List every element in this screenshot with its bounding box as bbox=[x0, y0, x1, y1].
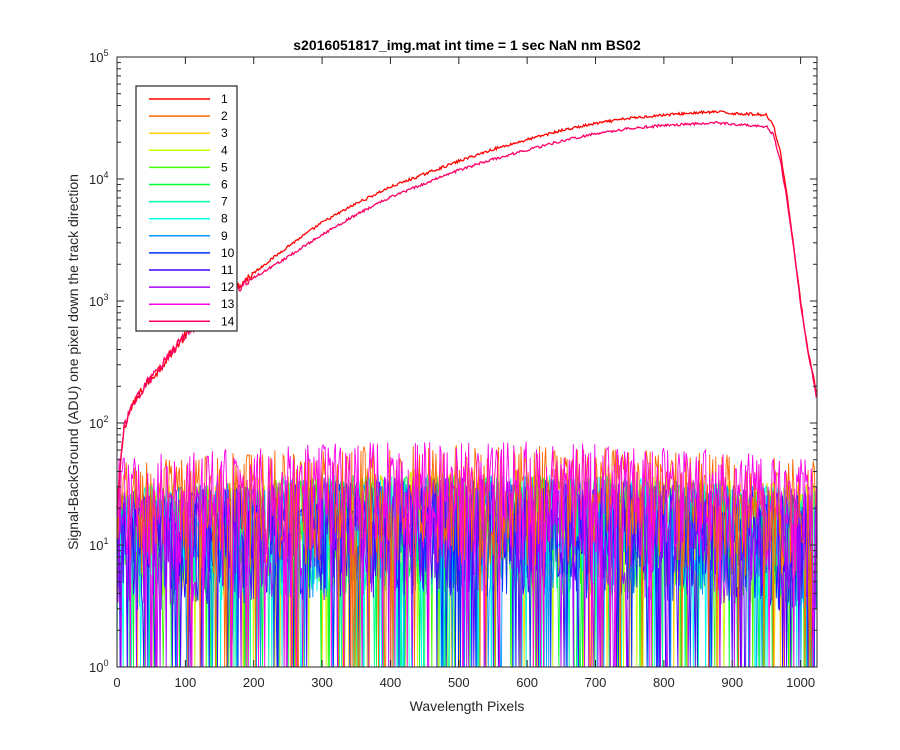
y-tick-exponent: 4 bbox=[103, 170, 108, 180]
x-tick-label: 1000 bbox=[786, 675, 815, 690]
x-axis-title: Wavelength Pixels bbox=[410, 698, 525, 714]
legend-label: 4 bbox=[221, 143, 228, 157]
y-tick-label: 102 bbox=[89, 414, 108, 431]
legend-label: 2 bbox=[221, 109, 228, 123]
x-tick-label: 700 bbox=[585, 675, 607, 690]
legend-label: 3 bbox=[221, 126, 228, 140]
legend-label: 8 bbox=[221, 212, 228, 226]
x-tick-label: 800 bbox=[653, 675, 675, 690]
y-tick-exponent: 1 bbox=[103, 536, 108, 546]
x-tick-label: 600 bbox=[516, 675, 538, 690]
y-tick-base: 10 bbox=[89, 50, 103, 65]
y-tick-base: 10 bbox=[89, 660, 103, 675]
y-tick-base: 10 bbox=[89, 416, 103, 431]
x-axis: 0 100 200 300 400 500 600 700 800 900 1000 bbox=[113, 57, 815, 690]
y-axis-title: Signal-BackGround (ADU) one pixel down t… bbox=[65, 174, 81, 550]
legend-label: 5 bbox=[221, 160, 228, 174]
axes-box bbox=[116, 56, 818, 668]
legend-label: 6 bbox=[221, 178, 228, 192]
x-tick-label: 500 bbox=[448, 675, 470, 690]
y-tick-label: 100 bbox=[89, 658, 108, 675]
chart-title: s2016051817_img.mat int time = 1 sec NaN… bbox=[293, 37, 641, 53]
y-tick-label: 105 bbox=[89, 48, 108, 65]
y-tick-label: 103 bbox=[89, 292, 108, 309]
x-tick-label: 400 bbox=[380, 675, 402, 690]
y-tick-base: 10 bbox=[89, 538, 103, 553]
x-tick-label: 100 bbox=[175, 675, 197, 690]
x-tick-label: 900 bbox=[721, 675, 743, 690]
legend-label: 10 bbox=[221, 246, 235, 260]
y-tick-exponent: 0 bbox=[103, 658, 108, 668]
legend-label: 1 bbox=[221, 92, 228, 106]
legend-box bbox=[135, 85, 238, 332]
legend-label: 11 bbox=[221, 263, 234, 277]
legend-label: 9 bbox=[221, 229, 228, 243]
y-tick-exponent: 5 bbox=[103, 48, 108, 58]
legend-label: 13 bbox=[221, 297, 235, 311]
y-tick-base: 10 bbox=[89, 294, 103, 309]
legend-label: 12 bbox=[221, 280, 235, 294]
x-tick-label: 200 bbox=[243, 675, 265, 690]
y-tick-exponent: 2 bbox=[103, 414, 108, 424]
y-tick-label: 104 bbox=[89, 170, 108, 187]
legend-label: 14 bbox=[221, 314, 235, 328]
y-tick-exponent: 3 bbox=[103, 292, 108, 302]
legend-label: 7 bbox=[221, 195, 228, 209]
y-tick-base: 10 bbox=[89, 172, 103, 187]
x-tick-label: 0 bbox=[113, 675, 120, 690]
x-tick-label: 300 bbox=[311, 675, 333, 690]
y-tick-label: 101 bbox=[89, 536, 108, 553]
